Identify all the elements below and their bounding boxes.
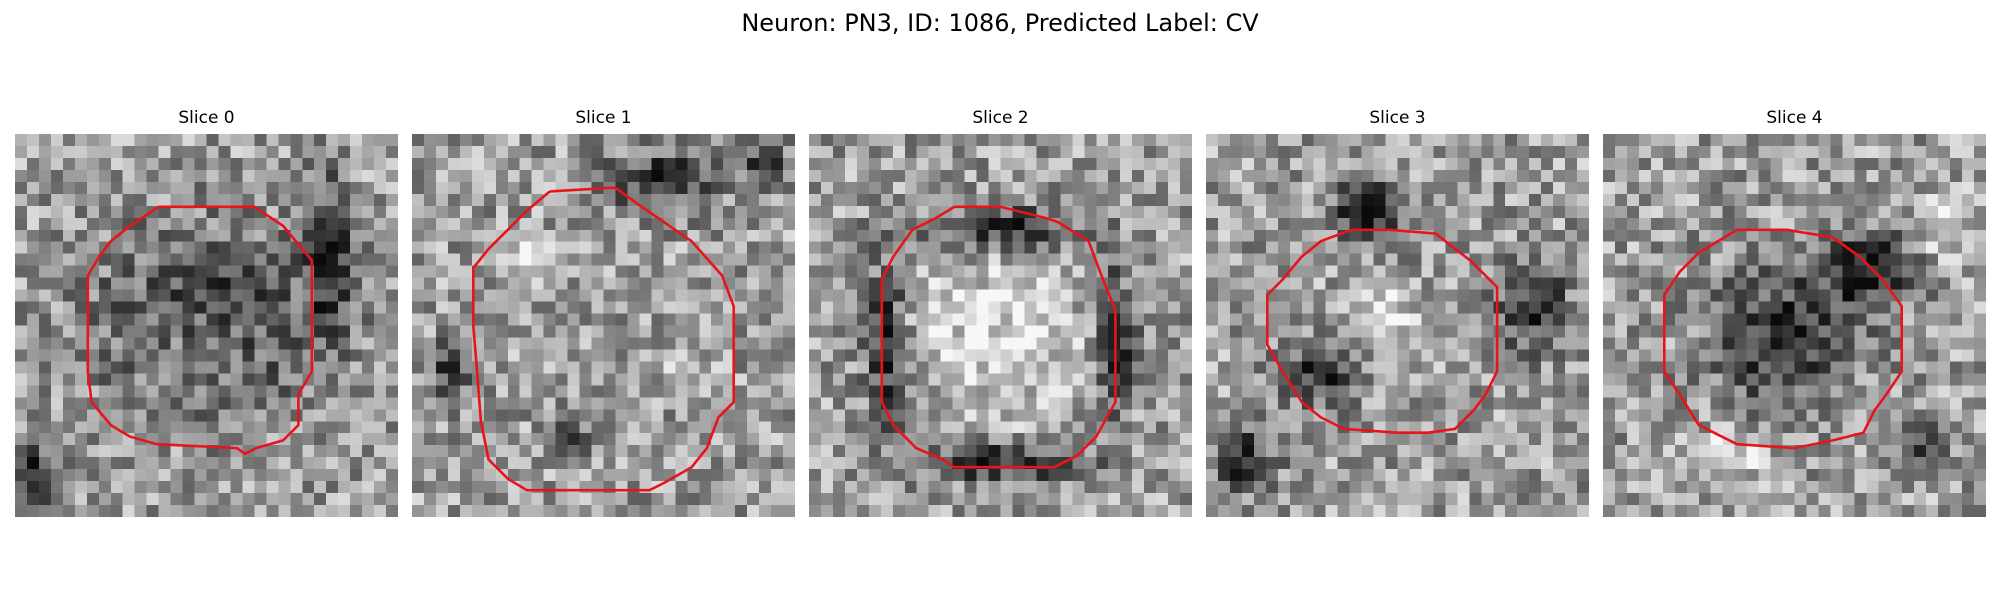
slice-title: Slice 1	[575, 108, 632, 128]
pixel-grid	[1206, 134, 1589, 517]
pixel-grid	[412, 134, 795, 517]
segmentation-contour	[1662, 228, 1904, 450]
slice-title: Slice 3	[1369, 108, 1426, 128]
slice-image	[1206, 134, 1589, 517]
slice-panel-1: Slice 1	[412, 108, 795, 517]
segmentation-contour	[880, 205, 1117, 469]
pixel-grid	[1603, 134, 1986, 517]
pixel-grid	[809, 134, 1192, 517]
slice-panel-3: Slice 3	[1206, 108, 1589, 517]
slice-image	[412, 134, 795, 517]
slice-panel-2: Slice 2	[809, 108, 1192, 517]
slice-title: Slice 4	[1766, 108, 1823, 128]
segmentation-contour	[1265, 228, 1499, 435]
slice-image	[809, 134, 1192, 517]
slice-panel-0: Slice 0	[15, 108, 398, 517]
slice-image	[1603, 134, 1986, 517]
figure-title: Neuron: PN3, ID: 1086, Predicted Label: …	[741, 9, 1259, 37]
slice-title: Slice 2	[972, 108, 1029, 128]
segmentation-contour	[471, 186, 736, 492]
segmentation-contour	[86, 205, 314, 456]
slice-image	[15, 134, 398, 517]
slice-title: Slice 0	[178, 108, 235, 128]
slice-panel-4: Slice 4	[1603, 108, 1986, 517]
pixel-grid	[15, 134, 398, 517]
